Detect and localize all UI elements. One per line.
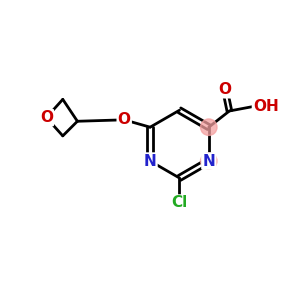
Circle shape	[200, 119, 217, 135]
Text: O: O	[40, 110, 53, 125]
Text: Cl: Cl	[171, 196, 188, 211]
Text: N: N	[202, 154, 215, 169]
Text: OH: OH	[253, 99, 279, 114]
Text: O: O	[218, 82, 232, 97]
Circle shape	[200, 153, 217, 169]
Text: N: N	[144, 154, 157, 169]
Text: O: O	[118, 112, 131, 127]
